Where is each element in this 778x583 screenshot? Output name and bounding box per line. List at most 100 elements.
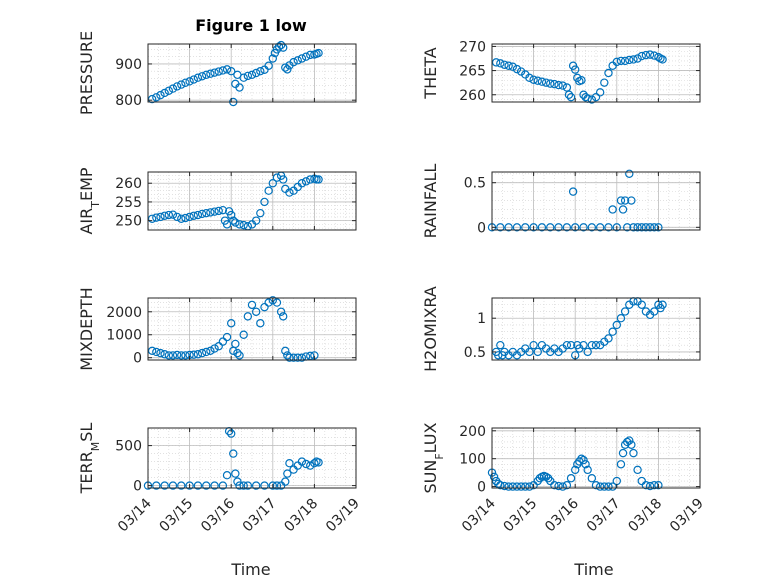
data-point (222, 471, 232, 480)
data-point (283, 65, 292, 74)
data-point (239, 73, 248, 82)
data-point (579, 340, 588, 350)
data-point (193, 350, 203, 359)
y-tick-label: 1 (477, 311, 486, 327)
data-point (550, 481, 559, 490)
data-point (489, 472, 499, 482)
x-tick-label: 03/15 (157, 496, 197, 536)
data-point (160, 350, 169, 359)
data-point (512, 482, 522, 491)
axes-frame (147, 171, 357, 231)
data-point (168, 84, 178, 93)
data-point (508, 482, 517, 491)
data-point (637, 476, 646, 486)
data-point (554, 80, 563, 90)
y-axis-label: TERRMSL (77, 423, 102, 495)
data-point (189, 75, 198, 84)
data-point (181, 213, 190, 223)
data-point (587, 474, 597, 483)
data-point (577, 76, 586, 85)
data-point (496, 223, 505, 232)
data-point (222, 65, 232, 74)
data-point (251, 68, 261, 78)
data-point (181, 78, 190, 87)
data-point (591, 92, 601, 102)
data-point (521, 223, 530, 232)
data-point (297, 179, 307, 188)
data-point (251, 216, 261, 225)
data-point (210, 344, 219, 353)
axes-frame (491, 427, 701, 489)
y-tick-label: 0 (477, 220, 486, 236)
data-point (285, 188, 294, 197)
data-point (256, 66, 265, 76)
data-point (206, 69, 215, 78)
data-point (525, 73, 534, 83)
x-tick-label: 03/16 (198, 495, 238, 535)
data-point (272, 298, 282, 307)
y-axis-label: H2OMIXRA (421, 286, 440, 372)
y-tick-label: 260 (459, 88, 486, 104)
y-axis-label: MIXDEPTH (77, 287, 96, 370)
data-point (177, 481, 186, 490)
data-point (314, 48, 323, 58)
data-point (608, 482, 617, 491)
data-point (650, 307, 659, 316)
data-point (625, 169, 634, 178)
data-point (600, 482, 609, 491)
data-point (218, 337, 228, 346)
data-point (637, 300, 646, 309)
data-point (496, 481, 505, 490)
data-point (185, 77, 194, 86)
y-tick-label: 0.5 (464, 176, 486, 192)
x-tick-label: 03/18 (625, 496, 665, 536)
subplot-air-temp: 250 255 260 AIRTEMP (77, 167, 357, 235)
x-tick-label: 03/19 (323, 496, 363, 536)
data-point (516, 482, 526, 491)
data-point (577, 454, 586, 463)
y-axis-label: PRESSURE (77, 31, 96, 115)
x-tick-label: 03/15 (501, 496, 541, 536)
data-point (147, 214, 157, 223)
data-point (172, 82, 182, 91)
data-point (637, 223, 646, 232)
data-point (197, 209, 207, 219)
data-point (562, 340, 572, 350)
data-point (172, 212, 182, 222)
data-point (496, 340, 505, 350)
subplot-sun-flux: 0 100 200 03/14 03/15 03/16 03/17 03/18 03/19 SUN… (421, 422, 707, 535)
data-point (279, 312, 288, 321)
data-point (641, 50, 651, 60)
data-point (251, 481, 261, 490)
data-point (608, 327, 617, 336)
data-point (306, 461, 315, 470)
data-point (243, 312, 253, 321)
axes-frame (491, 171, 701, 231)
data-point (525, 347, 534, 357)
x-tick-label: 03/19 (667, 496, 707, 536)
data-point (533, 347, 542, 357)
data-point (521, 482, 530, 491)
x-tick-label: 03/17 (584, 496, 624, 536)
data-point (529, 340, 538, 350)
data-point (226, 66, 236, 76)
data-point (529, 75, 538, 84)
data-point (226, 210, 236, 220)
data-point (202, 481, 211, 490)
data-point (222, 332, 232, 342)
data-point (289, 57, 298, 67)
data-point (595, 223, 605, 232)
data-point (218, 481, 228, 490)
data-point (623, 437, 632, 447)
y-tick-label: 800 (115, 93, 142, 109)
figure-title: Figure 1 low (195, 16, 307, 35)
data-point (554, 223, 563, 232)
data-point (247, 70, 257, 80)
data-point (496, 59, 505, 68)
data-point (281, 63, 290, 72)
data-point (583, 347, 592, 357)
data-point (508, 62, 517, 71)
data-point (529, 481, 538, 490)
y-tick-label: 0 (133, 351, 142, 367)
data-point (268, 296, 277, 305)
